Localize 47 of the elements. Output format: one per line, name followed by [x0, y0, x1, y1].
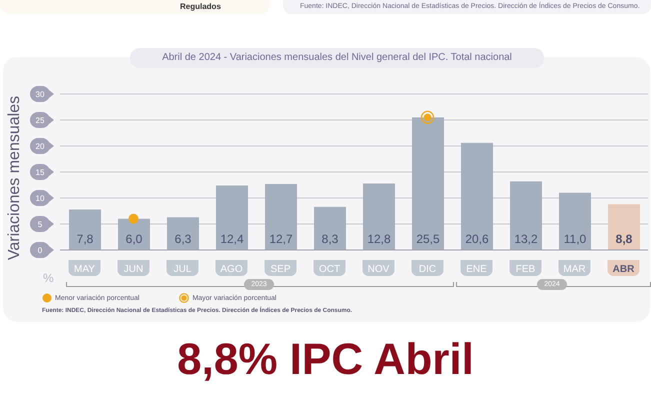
bar	[314, 206, 346, 250]
x-tick-label: MAR	[563, 264, 586, 275]
y-tick-label: 25	[36, 116, 45, 125]
chart-title: Abril de 2024 - Variaciones mensuales del Nivel general del IPC. Total nacional	[130, 48, 544, 68]
bar	[216, 186, 248, 250]
x-tick-label: DIC	[418, 264, 436, 275]
data-label: 6,0	[126, 232, 143, 246]
x-tick-label: NOV	[368, 264, 390, 275]
text: 8,8% IPC Abril	[176, 335, 475, 385]
y-axis-title: Variaciones mensuales	[6, 94, 24, 262]
x-tick-label: JUN	[124, 264, 144, 275]
x-tick-label: SEP	[270, 264, 291, 275]
bar	[510, 181, 542, 250]
data-label: 8,8	[616, 232, 633, 246]
data-label: 20,6	[465, 232, 489, 246]
y-tick-label: 0	[38, 246, 43, 255]
bar	[69, 209, 101, 250]
bar	[363, 183, 395, 250]
data-label: 13,2	[514, 232, 538, 246]
x-tick-label: FEB	[516, 264, 536, 275]
x-tick-label: ABR	[612, 264, 636, 275]
bar	[608, 204, 640, 250]
text: %	[43, 271, 54, 285]
bar	[412, 117, 444, 250]
x-tick-label: AGO	[220, 264, 243, 275]
y-tick-label: 15	[36, 168, 45, 177]
x-tick-label: JUL	[174, 264, 192, 275]
x-tick-label: OCT	[318, 264, 340, 275]
x-tick-label: ENE	[466, 264, 488, 275]
data-label: 12,7	[269, 232, 293, 246]
bar	[461, 142, 493, 250]
data-label: 12,8	[367, 232, 391, 246]
x-tick-label: MAY	[74, 264, 96, 275]
y-tick-label: 10	[36, 194, 45, 203]
text: Regulados	[180, 2, 221, 11]
data-label: 7,8	[76, 232, 94, 246]
data-label: 11,0	[564, 232, 587, 246]
data-label: 8,3	[322, 232, 339, 246]
y-tick-label: 20	[36, 142, 45, 151]
y-tick-label: 5	[38, 220, 43, 229]
bar	[559, 192, 591, 250]
data-label: 25,5	[416, 232, 440, 246]
data-label: 6,3	[174, 232, 192, 246]
bar	[167, 217, 199, 250]
data-label: 12,4	[220, 232, 244, 246]
y-tick-label: 30	[36, 90, 45, 99]
bar	[265, 184, 297, 250]
